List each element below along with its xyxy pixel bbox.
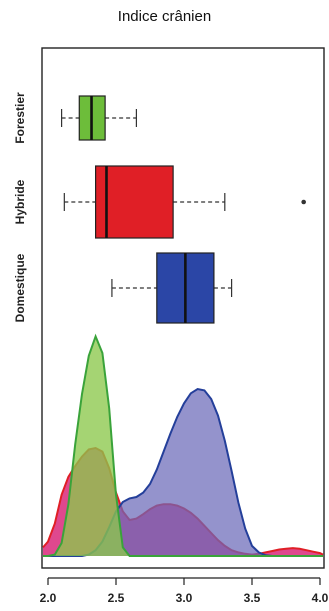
density-area-domestique xyxy=(43,389,323,556)
x-tick-label-0: 2.0 xyxy=(40,591,57,605)
box-domestique xyxy=(111,252,233,324)
chart-title: Indice crânien xyxy=(117,8,212,25)
x-tick-label-1: 2.5 xyxy=(108,591,125,605)
x-tick-label-2: 3.0 xyxy=(176,591,193,605)
outlier-hybride-0 xyxy=(301,199,306,205)
density-line-forestier xyxy=(43,333,323,557)
group-label-hybride: Hybride xyxy=(13,179,27,224)
boxplot-layer xyxy=(60,95,306,324)
group-labels: Forestier Hybride Domestique xyxy=(13,92,27,322)
x-axis: 2.0 2.5 3.0 3.5 4.0 xyxy=(40,577,329,605)
box-hybride xyxy=(63,165,306,239)
box-forestier xyxy=(60,95,137,141)
plot-frame xyxy=(41,47,325,569)
density-layer xyxy=(42,333,324,557)
box-iqr-hybride xyxy=(94,165,174,239)
group-label-forestier: Forestier xyxy=(13,92,27,144)
density-area-forestier xyxy=(43,336,323,556)
group-label-domestique: Domestique xyxy=(13,253,27,322)
x-tick-label-4: 4.0 xyxy=(312,591,329,605)
x-tick-label-3: 3.5 xyxy=(244,591,261,605)
